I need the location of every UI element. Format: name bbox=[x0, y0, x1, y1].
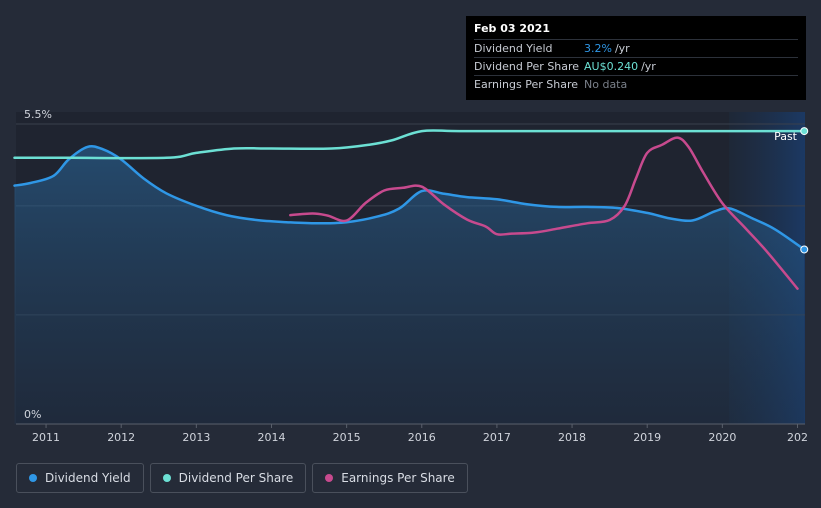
tooltip-value: AU$0.240 bbox=[584, 60, 639, 73]
past-label: Past bbox=[774, 130, 798, 143]
legend-label: Dividend Yield bbox=[45, 471, 131, 485]
x-tick-label: 202 bbox=[787, 431, 808, 444]
x-tick-label: 2012 bbox=[107, 431, 135, 444]
legend-item-earnings-per-share[interactable]: Earnings Per Share bbox=[312, 463, 468, 493]
tooltip-unit: /yr bbox=[614, 42, 630, 55]
y-tick-label: 5.5% bbox=[24, 108, 52, 121]
legend-label: Dividend Per Share bbox=[178, 471, 294, 485]
y-tick-label: 0% bbox=[24, 408, 41, 421]
series-endpoints bbox=[800, 127, 809, 254]
x-tick-label: 2016 bbox=[408, 431, 436, 444]
x-tick-label: 2017 bbox=[483, 431, 511, 444]
legend-dot bbox=[325, 474, 334, 482]
x-tick-label: 2018 bbox=[558, 431, 586, 444]
x-axis-labels: 2011 2012 2013 2014 2015 2016 2017 2018 2019 2020… bbox=[32, 424, 808, 444]
series-lines bbox=[13, 129, 806, 290]
legend-dot bbox=[162, 474, 171, 482]
tooltip-unit: /yr bbox=[641, 60, 656, 73]
tooltip-row-dividend-yield: Dividend Yield 3.2% /yr bbox=[474, 39, 798, 57]
x-tick-label: 2015 bbox=[333, 431, 361, 444]
x-tick-label: 2013 bbox=[182, 431, 210, 444]
tooltip-row-earnings-per-share: Earnings Per Share No data bbox=[474, 75, 798, 93]
tooltip-value: 3.2% bbox=[584, 42, 612, 55]
dividend-yield-endpoint bbox=[800, 245, 809, 254]
legend-dot bbox=[29, 474, 37, 482]
x-tick-label: 2014 bbox=[257, 431, 285, 444]
dividend-yield-area bbox=[14, 146, 805, 425]
y-axis-labels: 5.5% 0% bbox=[24, 108, 52, 421]
x-tick-label: 2020 bbox=[708, 431, 736, 444]
legend-item-dividend-per-share[interactable]: Dividend Per Share bbox=[149, 463, 307, 493]
legend-item-dividend-yield[interactable]: Dividend Yield bbox=[16, 463, 144, 493]
legend: Dividend Yield Dividend Per Share Earnin… bbox=[16, 463, 468, 493]
tooltip: Feb 03 2021 Dividend Yield 3.2% /yr Divi… bbox=[466, 16, 806, 100]
x-tick-label: 2019 bbox=[633, 431, 661, 444]
dividend-per-share-endpoint bbox=[800, 127, 809, 136]
tooltip-date: Feb 03 2021 bbox=[474, 22, 550, 35]
tooltip-label: Dividend Yield bbox=[474, 42, 553, 55]
dividend-per-share-line bbox=[13, 129, 806, 160]
tooltip-label: Earnings Per Share bbox=[474, 78, 579, 91]
dividend-yield-line bbox=[13, 144, 806, 251]
legend-label: Earnings Per Share bbox=[341, 471, 455, 485]
tooltip-row-dividend-per-share: Dividend Per Share AU$0.240 /yr bbox=[474, 57, 798, 75]
tooltip-label: Dividend Per Share bbox=[474, 60, 580, 73]
tooltip-value: No data bbox=[584, 78, 628, 91]
x-tick-label: 2011 bbox=[32, 431, 60, 444]
earnings-per-share-line bbox=[289, 136, 799, 290]
